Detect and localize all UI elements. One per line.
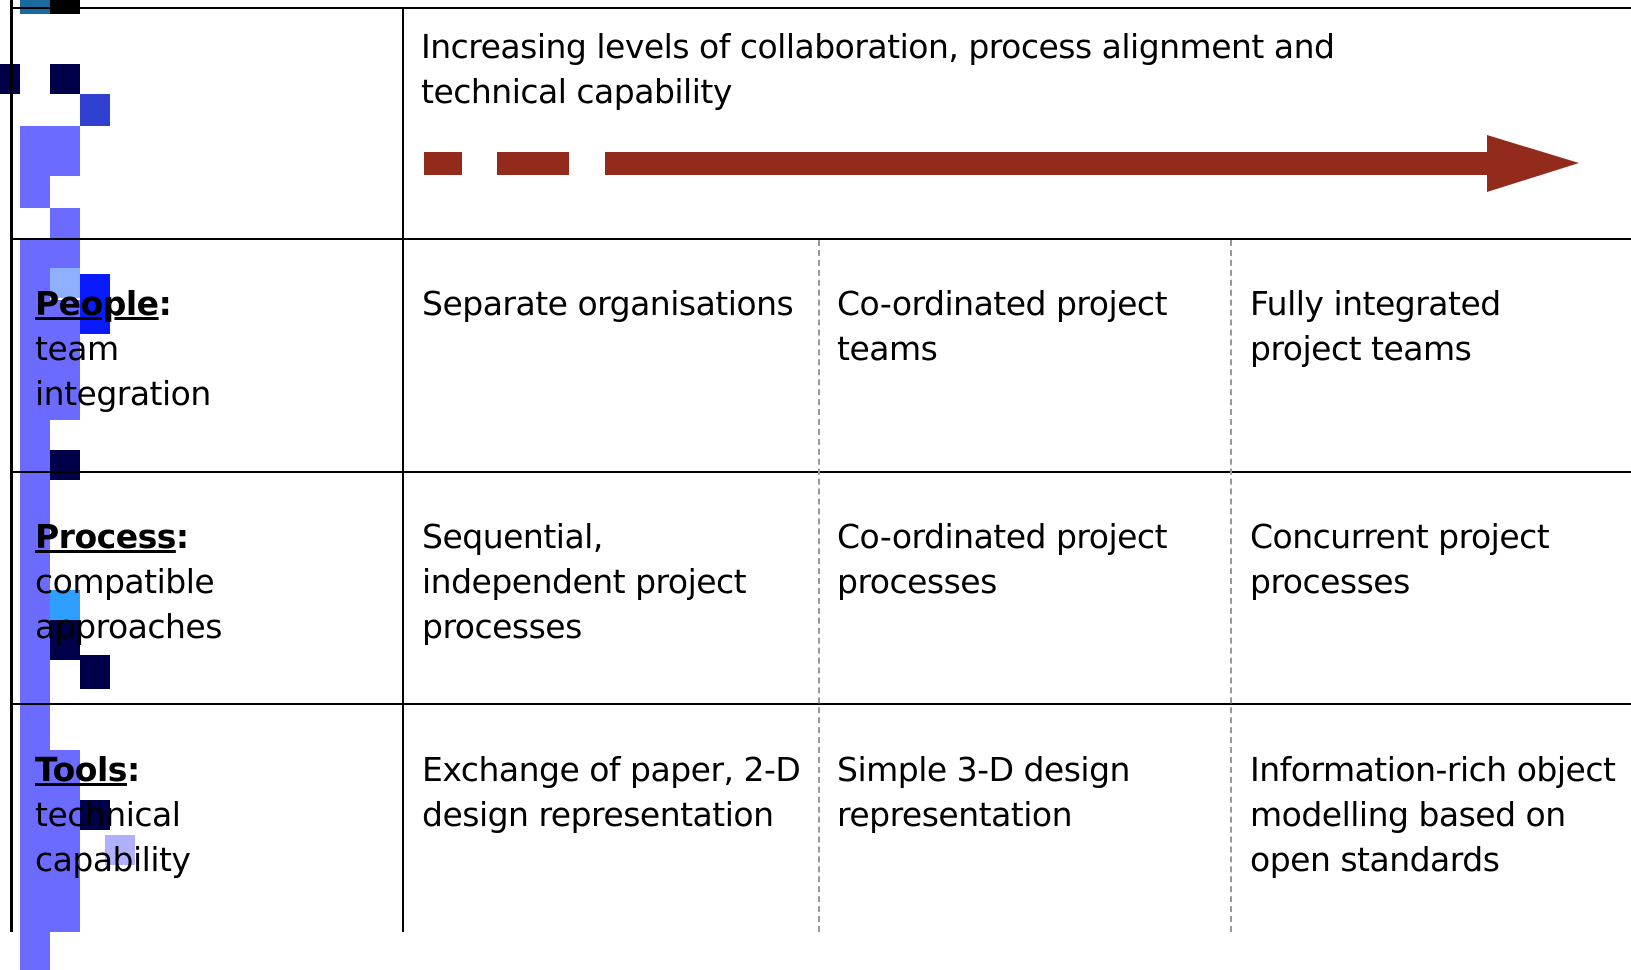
table-border — [13, 238, 1631, 240]
header-text: Increasing levels of collaboration, proc… — [421, 27, 1335, 111]
column-divider — [1230, 240, 1232, 932]
cell-text: Simple 3-D design representation — [837, 750, 1130, 834]
row-term: Process — [35, 517, 176, 556]
arrow — [424, 135, 1579, 192]
row-label: Tools: technical capability — [35, 747, 265, 882]
cell-text: Co-ordinated project processes — [837, 517, 1168, 601]
cell-text: Co-ordinated project teams — [837, 284, 1168, 368]
row-sublabel: technical capability — [35, 795, 191, 879]
table-border — [402, 7, 404, 932]
column-divider — [818, 240, 820, 932]
cell-text: Sequential, independent project processe… — [422, 517, 747, 646]
cell-text: Information-rich object modelling based … — [1250, 750, 1616, 879]
row-sublabel: compatible approaches — [35, 562, 222, 646]
row-punct: : — [175, 517, 189, 556]
row-term: Tools — [35, 750, 127, 789]
cell-text: Fully integrated project teams — [1250, 284, 1501, 368]
row-punct: : — [126, 750, 140, 789]
decor — [0, 0, 135, 970]
table-border — [13, 7, 1631, 9]
table-border — [13, 471, 1631, 473]
row-label: Process: compatible approaches — [35, 514, 265, 649]
table-border — [13, 703, 1631, 705]
cell-text: Separate organisations — [422, 284, 794, 323]
cell-text: Exchange of paper, 2-D design representa… — [422, 750, 801, 834]
row-punct: : — [158, 284, 172, 323]
row-term: People — [35, 284, 159, 323]
cell-text: Concurrent project processes — [1250, 517, 1550, 601]
row-sublabel: team integration — [35, 329, 211, 413]
row-label: People: team integration — [35, 281, 265, 416]
